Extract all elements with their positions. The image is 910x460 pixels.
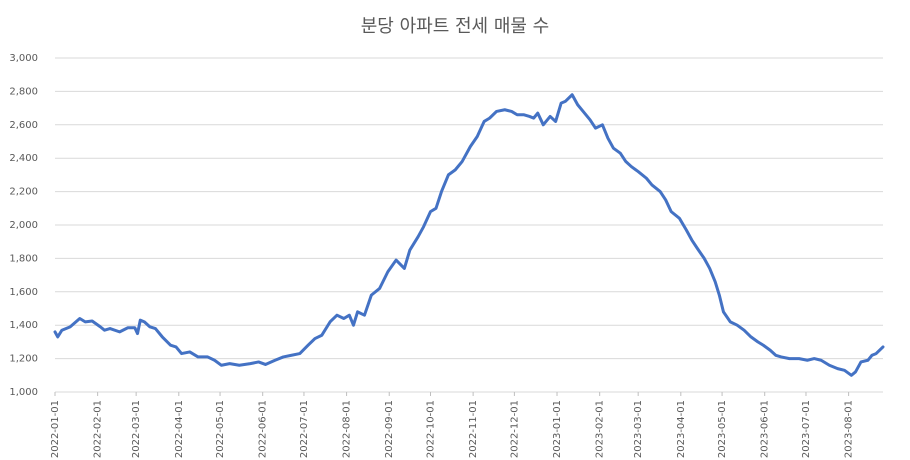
x-tick-label: 2023-08-01	[844, 400, 855, 458]
y-tick-label: 1,000	[9, 387, 38, 398]
y-tick-label: 2,400	[9, 153, 38, 164]
x-tick-label: 2022-10-01	[425, 400, 436, 458]
y-tick-label: 1,800	[9, 253, 38, 264]
x-tick-label: 2022-07-01	[299, 400, 310, 458]
x-tick-label: 2022-01-01	[50, 400, 61, 458]
x-tick-label: 2022-03-01	[131, 400, 142, 458]
y-tick-label: 1,600	[9, 287, 38, 298]
x-tick-label: 2022-08-01	[342, 400, 353, 458]
y-tick-label: 2,000	[9, 220, 38, 231]
x-tick-label: 2022-04-01	[174, 400, 185, 458]
x-tick-label: 2022-02-01	[93, 400, 104, 458]
x-tick-label: 2022-12-01	[509, 400, 520, 458]
y-tick-label: 1,200	[9, 354, 38, 365]
x-tick-label: 2023-06-01	[760, 400, 771, 458]
x-tick-label: 2022-11-01	[468, 400, 479, 458]
x-tick-label: 2023-03-01	[633, 400, 644, 458]
data-line	[53, 93, 885, 377]
y-tick-label: 2,800	[9, 86, 38, 97]
x-tick-label: 2023-07-01	[801, 400, 812, 458]
x-tick-label: 2022-05-01	[215, 400, 226, 458]
x-tick-label: 2023-02-01	[595, 400, 606, 458]
y-tick-label: 1,400	[9, 320, 38, 331]
y-tick-label: 3,000	[9, 53, 38, 64]
chart-title: 분당 아파트 전세 매물 수	[361, 16, 550, 37]
x-tick-label: 2023-04-01	[676, 400, 687, 458]
x-tick-label: 2023-01-01	[552, 400, 563, 458]
x-tick-label: 2022-09-01	[384, 400, 395, 458]
y-tick-label: 2,200	[9, 187, 38, 198]
x-tick-label: 2023-05-01	[717, 400, 728, 458]
y-tick-label: 2,600	[9, 120, 38, 131]
x-tick-label: 2022-06-01	[258, 400, 269, 458]
